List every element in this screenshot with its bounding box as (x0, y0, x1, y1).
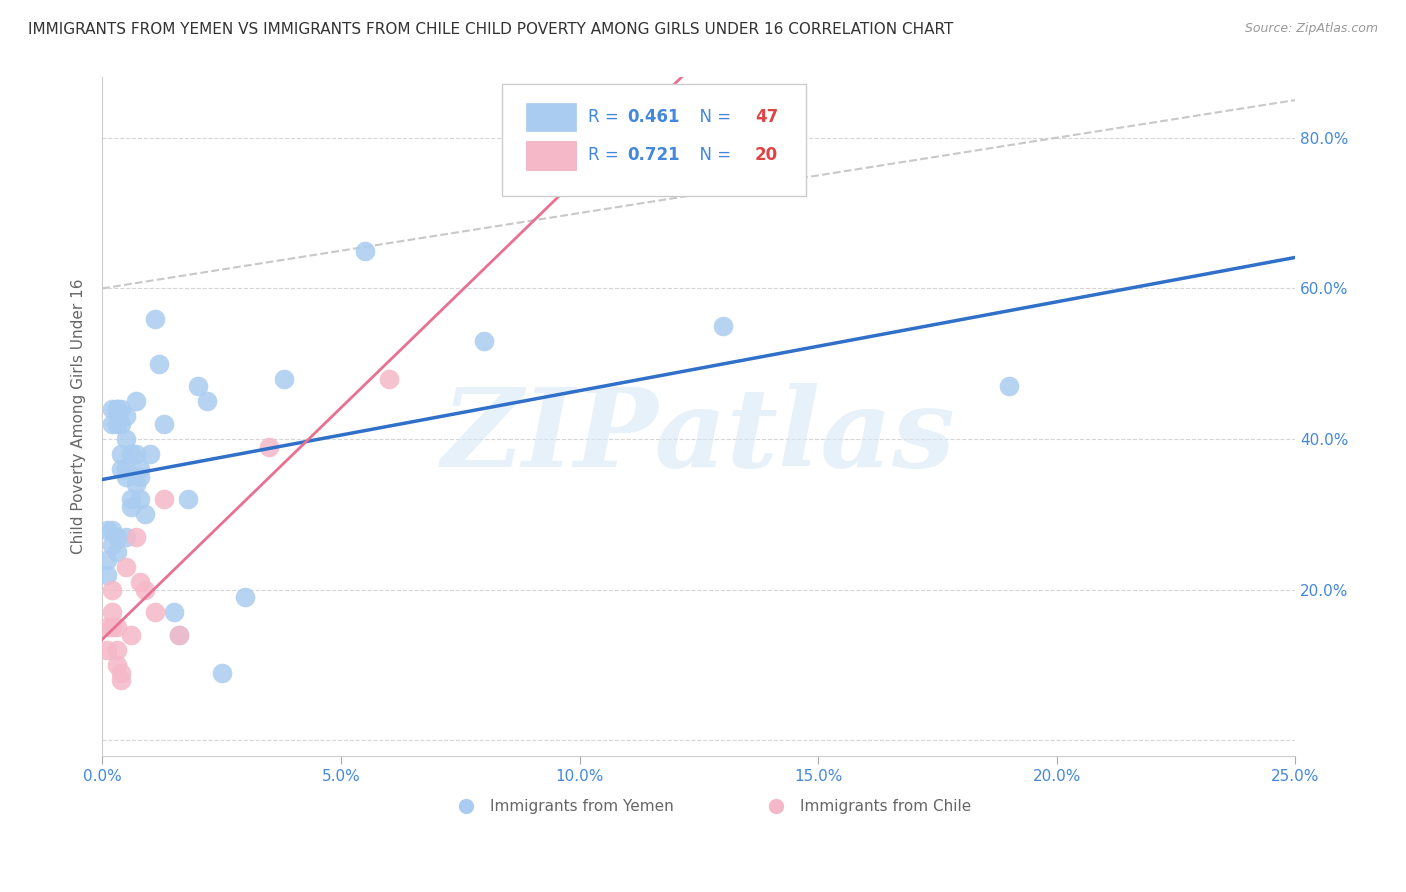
Point (124, 477, 146, 491)
Point (100, 582, 122, 597)
Point (120, 447, 142, 461)
Point (129, 469, 152, 483)
Point (143, 606, 166, 620)
Point (120, 500, 142, 514)
Point (120, 628, 142, 642)
FancyBboxPatch shape (526, 141, 576, 169)
Text: 47: 47 (755, 108, 778, 126)
Point (100, 523, 122, 537)
Point (143, 311, 166, 326)
Point (124, 394, 146, 409)
Text: IMMIGRANTS FROM YEMEN VS IMMIGRANTS FROM CHILE CHILD POVERTY AMONG GIRLS UNDER 1: IMMIGRANTS FROM YEMEN VS IMMIGRANTS FROM… (28, 22, 953, 37)
Point (163, 606, 186, 620)
Point (129, 492, 152, 507)
Point (105, 530, 128, 544)
Point (110, 462, 132, 476)
Point (105, 643, 128, 657)
Point (153, 417, 176, 431)
Point (115, 560, 138, 574)
Point (134, 508, 156, 522)
Y-axis label: Child Poverty Among Girls Under 16: Child Poverty Among Girls Under 16 (72, 278, 86, 554)
Point (167, 628, 190, 642)
Text: R =: R = (588, 108, 624, 126)
Point (115, 409, 138, 424)
Point (115, 469, 138, 483)
Point (96, 620, 118, 634)
Text: 0.721: 0.721 (627, 146, 681, 164)
Text: ZIPatlas: ZIPatlas (441, 383, 956, 491)
Point (235, 591, 257, 605)
Text: N =: N = (689, 108, 737, 126)
FancyBboxPatch shape (502, 84, 806, 196)
Point (96, 643, 118, 657)
Point (167, 628, 190, 642)
Point (110, 665, 132, 680)
Point (129, 575, 152, 590)
FancyBboxPatch shape (526, 103, 576, 131)
Point (148, 357, 170, 371)
Point (195, 394, 218, 409)
Text: 20: 20 (755, 146, 778, 164)
Point (110, 447, 132, 461)
Text: Immigrants from Yemen: Immigrants from Yemen (491, 799, 673, 814)
Point (120, 492, 142, 507)
Point (100, 538, 122, 552)
Point (115, 432, 138, 446)
Point (110, 417, 132, 431)
Point (472, 334, 495, 348)
Point (134, 582, 156, 597)
Point (115, 462, 138, 476)
Point (115, 530, 138, 544)
Point (377, 372, 399, 386)
Point (153, 492, 176, 507)
Point (100, 606, 122, 620)
Point (129, 462, 152, 476)
Text: Immigrants from Chile: Immigrants from Chile (800, 799, 972, 814)
Point (353, 244, 375, 258)
Point (105, 401, 128, 416)
Point (105, 658, 128, 673)
Point (110, 673, 132, 688)
Text: Source: ZipAtlas.com: Source: ZipAtlas.com (1244, 22, 1378, 36)
Point (187, 379, 209, 393)
Text: R =: R = (588, 146, 624, 164)
Point (100, 620, 122, 634)
Point (139, 447, 162, 461)
Point (998, 379, 1021, 393)
Point (124, 447, 146, 461)
Point (124, 530, 146, 544)
Point (177, 492, 200, 507)
Point (211, 665, 233, 680)
Point (105, 545, 128, 559)
Point (105, 401, 128, 416)
Point (105, 417, 128, 431)
Point (273, 372, 295, 386)
Point (96, 567, 118, 582)
Point (100, 417, 122, 431)
Point (96, 552, 118, 566)
Text: 0.461: 0.461 (627, 108, 679, 126)
Point (100, 401, 122, 416)
Point (105, 620, 128, 634)
Point (96, 523, 118, 537)
Point (711, 319, 734, 334)
Point (259, 440, 281, 454)
Point (110, 401, 132, 416)
Text: N =: N = (689, 146, 737, 164)
